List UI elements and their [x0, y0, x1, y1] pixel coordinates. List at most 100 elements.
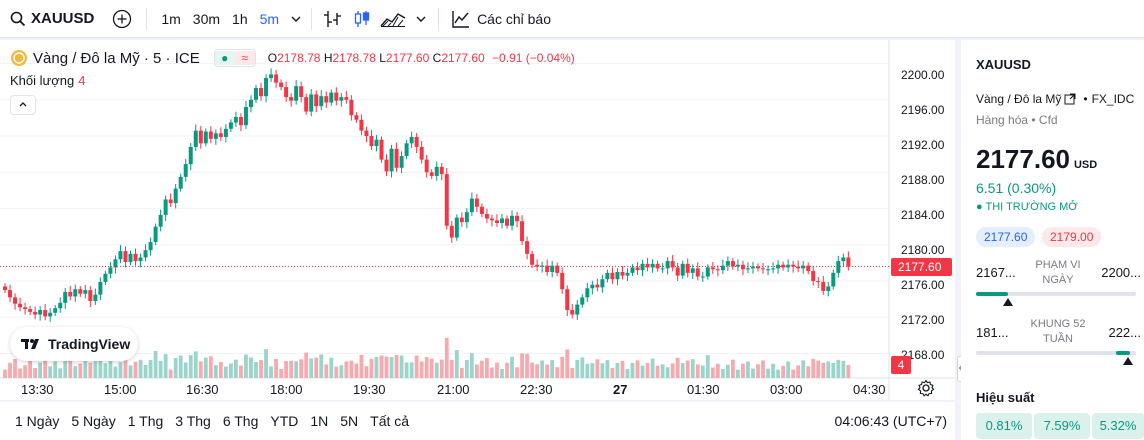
candle-body: [515, 215, 520, 222]
interval-1m[interactable]: 1m: [161, 10, 181, 27]
toolbar-divider: [146, 7, 148, 30]
candle-body: [3, 286, 7, 291]
volume-bar: [264, 349, 268, 378]
candle-body: [73, 289, 78, 297]
time-tick: 21:00: [437, 382, 470, 397]
candle-body: [238, 117, 243, 126]
candle-body: [309, 94, 314, 112]
candle-body: [505, 218, 509, 226]
volume-bar: [354, 363, 359, 378]
chevron-down-icon[interactable]: [289, 12, 303, 26]
volume-bar: [665, 367, 670, 378]
performance-1m[interactable]: 7.59%: [1034, 413, 1090, 439]
area-chart-icon[interactable]: [380, 9, 406, 29]
bar-chart-icon[interactable]: [322, 9, 344, 29]
candlestick-chart[interactable]: [0, 40, 955, 400]
volume-bar: [259, 360, 263, 378]
volume-bar: [655, 365, 660, 378]
volume-bar: [234, 359, 238, 378]
range-1d[interactable]: 1 Ngày: [15, 413, 60, 429]
volume-bar: [530, 362, 534, 378]
candle-body: [439, 166, 444, 175]
market-status-toggle[interactable]: ● ≈: [213, 49, 256, 67]
candle-body: [520, 221, 525, 242]
range-5y[interactable]: 5N: [340, 413, 359, 429]
volume-bar: [218, 361, 223, 378]
compare-button[interactable]: [102, 0, 142, 38]
chevron-down-icon[interactable]: [414, 12, 428, 26]
details-description-text: Vàng / Đô la Mỹ: [976, 92, 1062, 106]
volume-bar: [710, 367, 715, 378]
candle-body: [374, 139, 379, 147]
volume-bar: [63, 360, 68, 378]
candle-body: [811, 271, 816, 282]
candle-body: [690, 268, 695, 273]
candle-body: [113, 259, 118, 268]
time-axis[interactable]: 13:30 15:00 16:30 18:00 19:30 21:00 22:3…: [0, 378, 889, 400]
candle-body: [138, 257, 143, 262]
performance-1w[interactable]: 0.81%: [976, 413, 1032, 439]
candle-body: [88, 290, 93, 301]
volume-bar: [168, 369, 173, 378]
candle-body: [133, 253, 138, 262]
candle-body: [494, 220, 499, 224]
volume-bar: [359, 354, 364, 378]
candle-body: [730, 261, 735, 267]
volume-bar: [364, 366, 369, 378]
tradingview-logo-text: TradingView: [48, 336, 131, 352]
volume-bar: [414, 355, 419, 378]
volume-bar: [580, 357, 585, 378]
volume-bar: [575, 359, 580, 378]
range-5d[interactable]: 5 Ngày: [71, 413, 116, 429]
toolbar-divider: [311, 7, 313, 30]
collapse-legend-button[interactable]: [10, 95, 36, 115]
performance-3m[interactable]: 5.32%: [1092, 413, 1144, 439]
price-tick: 2168.00: [901, 348, 945, 362]
candle-body: [836, 261, 841, 273]
indicators-button[interactable]: Các chỉ báo: [443, 0, 559, 38]
range-ytd[interactable]: YTD: [270, 413, 299, 429]
time-tick: 15:00: [104, 382, 137, 397]
details-exchange[interactable]: FX_IDC: [1091, 92, 1135, 106]
details-symbol[interactable]: XAUUSD: [976, 57, 1031, 72]
volume-bar: [404, 362, 409, 378]
candle-body: [605, 272, 610, 280]
candle-body: [259, 88, 264, 97]
volume-bar: [83, 359, 88, 378]
candle-body: [43, 310, 48, 317]
volume-bar: [123, 356, 128, 378]
timezone-clock[interactable]: 04:06:43 (UTC+7): [834, 413, 947, 429]
symbol-search-button[interactable]: XAUUSD: [0, 0, 102, 38]
candle-body: [233, 117, 238, 123]
volume-bar: [374, 356, 379, 378]
volume-bar: [289, 360, 294, 378]
volume-bar: [304, 352, 309, 378]
performance-title: Hiệu suất: [976, 390, 1035, 405]
range-1y[interactable]: 1N: [310, 413, 329, 429]
volume-bar: [369, 358, 374, 378]
volume-badge: 4: [891, 356, 911, 374]
range-6m[interactable]: 6 Thg: [222, 413, 259, 429]
interval-30m[interactable]: 30m: [192, 10, 221, 27]
range-all[interactable]: Tất cả: [370, 413, 410, 429]
candle-body: [218, 133, 223, 137]
candle-body: [665, 261, 670, 269]
gear-icon[interactable]: [917, 379, 935, 397]
candle-body: [78, 289, 83, 294]
range-1m[interactable]: 1 Thg: [127, 413, 164, 429]
range-3m[interactable]: 3 Thg: [175, 413, 211, 429]
volume-bar: [449, 359, 454, 378]
candle-body: [630, 267, 635, 273]
volume-bar: [103, 363, 108, 378]
candles-icon[interactable]: [352, 9, 372, 29]
volume-bar: [480, 360, 484, 378]
chart-pane[interactable]: Vàng / Đô la Mỹ · 5 · ICE ● ≈ O2178.78 H…: [0, 40, 955, 400]
interval-1h[interactable]: 1h: [232, 10, 248, 27]
tradingview-logo[interactable]: TradingView: [10, 327, 138, 361]
interval-5m[interactable]: 5m: [259, 10, 280, 27]
external-link-icon[interactable]: [1064, 93, 1076, 105]
price-axis[interactable]: 2200.00 2196.00 2192.00 2188.00 2184.00 …: [889, 40, 955, 380]
volume-legend[interactable]: Khối lượng 4: [10, 73, 85, 88]
candle-body: [545, 265, 550, 272]
legend-symbol-description[interactable]: Vàng / Đô la Mỹ · 5 · ICE: [33, 49, 200, 67]
